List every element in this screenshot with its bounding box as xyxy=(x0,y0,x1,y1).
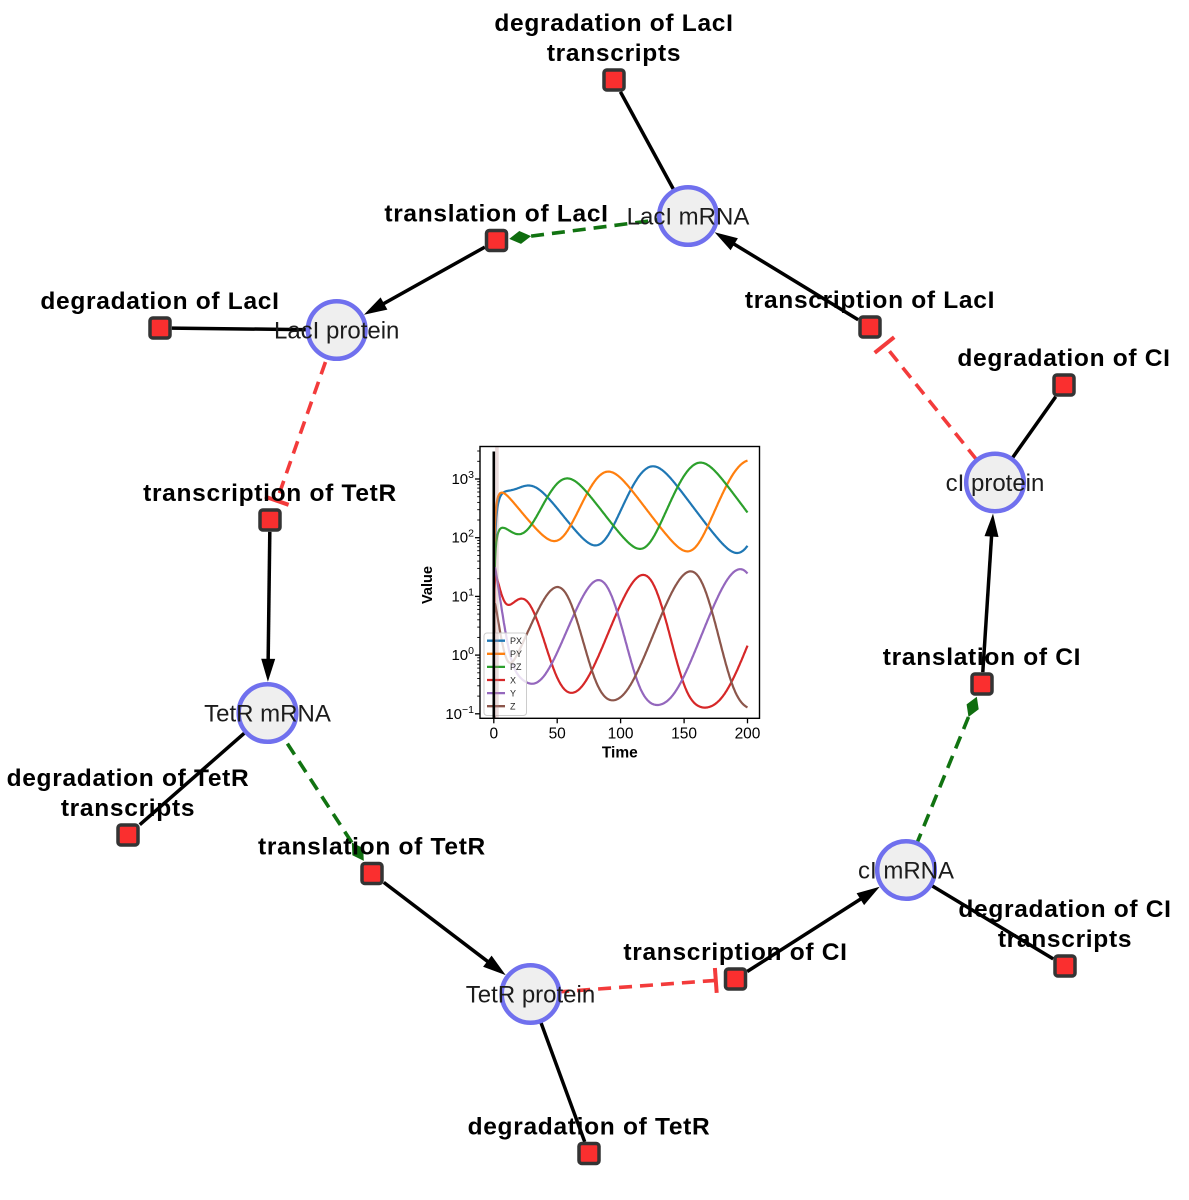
svg-text:degradation of CI: degradation of CI xyxy=(958,896,1171,923)
svg-text:degradation of TetR: degradation of TetR xyxy=(7,765,250,792)
svg-text:PX: PX xyxy=(510,636,522,646)
svg-text:50: 50 xyxy=(549,725,567,742)
svg-text:0: 0 xyxy=(489,725,498,742)
svg-text:degradation of LacI: degradation of LacI xyxy=(494,10,733,37)
svg-text:transcription of LacI: transcription of LacI xyxy=(745,287,995,314)
svg-text:translation of TetR: translation of TetR xyxy=(258,834,486,861)
svg-text:Value: Value xyxy=(420,566,436,604)
svg-text:Y: Y xyxy=(510,688,516,698)
svg-text:TetR protein: TetR protein xyxy=(466,982,595,1009)
svg-text:Time: Time xyxy=(602,744,638,761)
svg-text:200: 200 xyxy=(735,725,761,742)
svg-text:Z: Z xyxy=(510,702,516,712)
svg-text:100: 100 xyxy=(608,725,634,742)
svg-text:transcription of TetR: transcription of TetR xyxy=(143,480,397,507)
svg-text:transcripts: transcripts xyxy=(998,926,1132,953)
svg-text:LacI mRNA: LacI mRNA xyxy=(627,204,750,231)
svg-text:X: X xyxy=(510,675,516,685)
svg-text:TetR mRNA: TetR mRNA xyxy=(204,701,331,728)
svg-text:translation of CI: translation of CI xyxy=(883,644,1081,671)
svg-text:PY: PY xyxy=(510,649,522,659)
svg-text:degradation of CI: degradation of CI xyxy=(957,345,1170,372)
svg-text:degradation of TetR: degradation of TetR xyxy=(468,1114,711,1141)
svg-text:LacI protein: LacI protein xyxy=(274,318,399,345)
svg-text:cI mRNA: cI mRNA xyxy=(858,858,954,885)
svg-text:transcripts: transcripts xyxy=(61,795,195,822)
svg-text:translation of LacI: translation of LacI xyxy=(384,201,608,228)
svg-text:PZ: PZ xyxy=(510,662,522,672)
svg-text:transcripts: transcripts xyxy=(547,40,681,67)
svg-text:degradation of LacI: degradation of LacI xyxy=(40,288,279,315)
svg-text:transcription of CI: transcription of CI xyxy=(623,939,847,966)
svg-text:cI protein: cI protein xyxy=(946,470,1045,497)
svg-text:150: 150 xyxy=(671,725,697,742)
